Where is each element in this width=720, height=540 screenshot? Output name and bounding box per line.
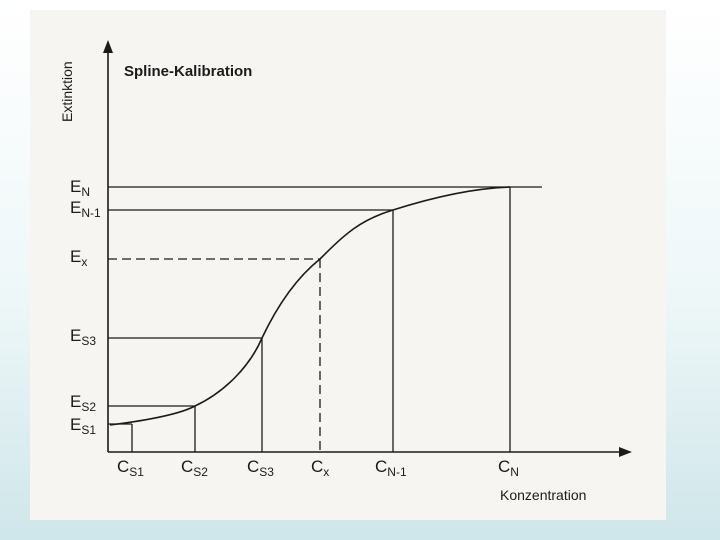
y-label-en-main: E — [70, 177, 81, 196]
y-label-es1-main: E — [70, 415, 81, 434]
x-axis-arrowhead — [619, 447, 632, 457]
x-label-cs3: CS3 — [247, 457, 274, 479]
x-label-cx: Cx — [311, 457, 329, 479]
y-label-en-1-sub: N-1 — [81, 206, 101, 220]
y-label-es3: ES3 — [70, 326, 96, 348]
x-axis-label: Konzentration — [500, 487, 586, 503]
x-label-cs2-main: C — [181, 457, 193, 476]
x-label-cs1-sub: S1 — [129, 465, 144, 479]
x-label-cx-sub: x — [323, 465, 329, 479]
y-label-es1-sub: S1 — [81, 423, 96, 437]
y-label-ex-sub: x — [81, 255, 87, 269]
x-label-cx-main: C — [311, 457, 323, 476]
x-label-cn-1: CN-1 — [375, 457, 407, 479]
x-label-cs1-main: C — [117, 457, 129, 476]
y-label-en-1: EN-1 — [70, 198, 101, 220]
x-label-cs3-main: C — [247, 457, 259, 476]
calibration-curve — [109, 186, 511, 426]
x-label-cn: CN — [498, 457, 519, 479]
y-axis-arrowhead — [103, 40, 113, 53]
y-axis-label: Extinktion — [59, 61, 75, 122]
x-label-cs1: CS1 — [117, 457, 144, 479]
x-label-cn-main: C — [498, 457, 510, 476]
x-label-cs2: CS2 — [181, 457, 208, 479]
x-label-cs2-sub: S2 — [193, 465, 208, 479]
y-label-es2: ES2 — [70, 392, 96, 414]
y-label-en-sub: N — [81, 185, 90, 199]
x-label-cn-1-sub: N-1 — [387, 465, 407, 479]
x-label-cn-1-main: C — [375, 457, 387, 476]
y-label-es2-main: E — [70, 392, 81, 411]
y-label-es3-main: E — [70, 326, 81, 345]
y-label-ex: Ex — [70, 247, 87, 269]
y-label-es3-sub: S3 — [81, 334, 96, 348]
y-label-en-1-main: E — [70, 198, 81, 217]
y-label-ex-main: E — [70, 247, 81, 266]
y-label-en: EN — [70, 177, 90, 199]
x-label-cn-sub: N — [510, 465, 519, 479]
scanned-figure — [30, 10, 666, 520]
x-label-cs3-sub: S3 — [259, 465, 274, 479]
y-label-es2-sub: S2 — [81, 400, 96, 414]
y-label-es1: ES1 — [70, 415, 96, 437]
diagram-title: Spline-Kalibration — [124, 63, 252, 80]
